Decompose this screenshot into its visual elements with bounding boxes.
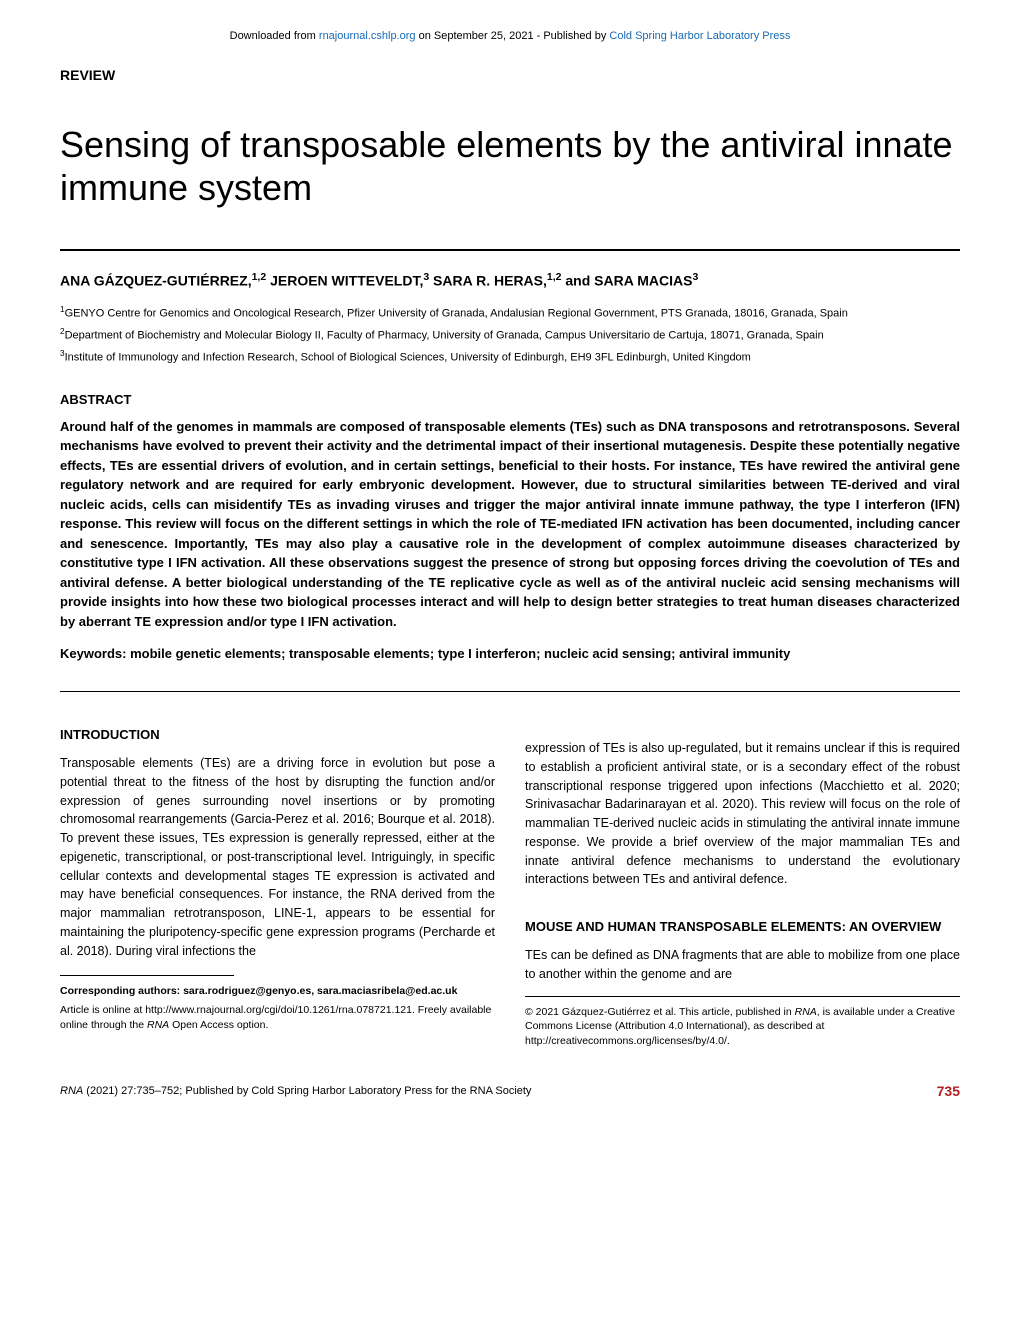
right-para-1: expression of TEs is also up-regulated, … <box>525 739 960 889</box>
left-column: INTRODUCTION Transposable elements (TEs)… <box>60 712 495 1053</box>
download-banner: Downloaded from rnajournal.cshlp.org on … <box>60 30 960 42</box>
copyright-divider <box>525 996 960 997</box>
affiliation-2: 2Department of Biochemistry and Molecula… <box>60 326 960 344</box>
keywords: Keywords: mobile genetic elements; trans… <box>60 646 960 661</box>
journal-citation: RNA (2021) 27:735–752; Published by Cold… <box>60 1085 531 1097</box>
review-label: REVIEW <box>60 67 960 83</box>
overview-heading: MOUSE AND HUMAN TRANSPOSABLE ELEMENTS: A… <box>525 919 960 934</box>
page-number: 735 <box>937 1083 960 1099</box>
two-column-layout: INTRODUCTION Transposable elements (TEs)… <box>60 712 960 1053</box>
article-title: Sensing of transposable elements by the … <box>60 123 960 209</box>
abstract-heading: ABSTRACT <box>60 392 960 407</box>
divider-abstract-bottom <box>60 691 960 692</box>
page-footer: RNA (2021) 27:735–752; Published by Cold… <box>60 1083 960 1099</box>
citation-text: (2021) 27:735–752; Published by Cold Spr… <box>83 1085 531 1097</box>
footnote-divider <box>60 975 234 976</box>
banner-link-2[interactable]: Cold Spring Harbor Laboratory Press <box>609 30 790 42</box>
banner-link-1[interactable]: rnajournal.cshlp.org <box>319 30 416 42</box>
banner-middle: on September 25, 2021 - Published by <box>416 30 610 42</box>
intro-heading: INTRODUCTION <box>60 727 495 742</box>
affiliation-1: 1GENYO Centre for Genomics and Oncologic… <box>60 304 960 322</box>
abstract-text: Around half of the genomes in mammals ar… <box>60 417 960 632</box>
corresponding-authors: Corresponding authors: sara.rodriguez@ge… <box>60 984 495 999</box>
divider-top <box>60 249 960 251</box>
copyright-footnote: © 2021 Gázquez-Gutiérrez et al. This art… <box>525 1005 960 1049</box>
journal-name: RNA <box>60 1085 83 1097</box>
right-column: expression of TEs is also up-regulated, … <box>525 712 960 1053</box>
affiliations: 1GENYO Centre for Genomics and Oncologic… <box>60 304 960 366</box>
banner-prefix: Downloaded from <box>230 30 319 42</box>
overview-para: TEs can be defined as DNA fragments that… <box>525 946 960 984</box>
intro-para: Transposable elements (TEs) are a drivin… <box>60 754 495 960</box>
article-online: Article is online at http://www.rnajourn… <box>60 1003 495 1032</box>
affiliation-3: 3Institute of Immunology and Infection R… <box>60 348 960 366</box>
authors: ANA GÁZQUEZ-GUTIÉRREZ,1,2 JEROEN WITTEVE… <box>60 271 960 289</box>
